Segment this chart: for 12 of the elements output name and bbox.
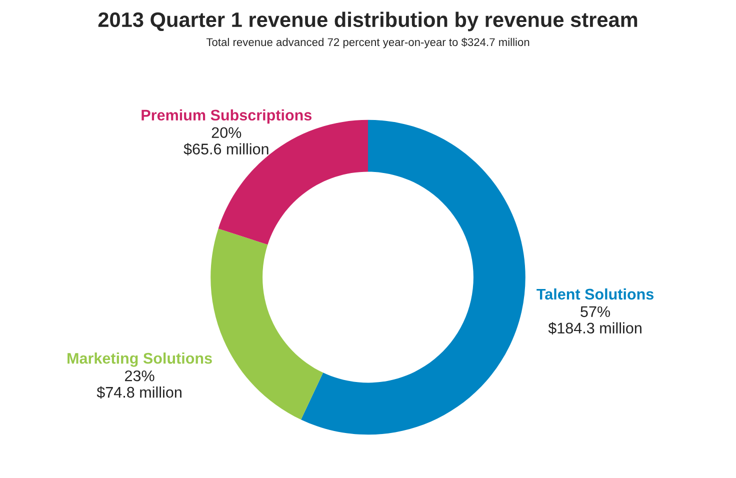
data-label: 23%	[125, 370, 154, 382]
chart-title: 2013 Quarter 1 revenue distribution by revenue stream	[98, 12, 638, 32]
slice-label: Premium Subscriptions	[142, 109, 312, 124]
text: $65.6 million	[184, 143, 268, 156]
data-label: 57%	[580, 306, 610, 318]
data-label: 20%	[212, 127, 242, 138]
slice-label: Talent Solutions	[536, 288, 654, 300]
text: $74.8 million	[96, 386, 182, 399]
text: $184.3 million	[548, 322, 642, 334]
chart-subtitle: Total revenue advanced 72 percent year-on-year to $324.7 million	[206, 38, 530, 48]
slice-label: Marketing Solutions	[68, 352, 212, 367]
donut-slice	[210, 228, 324, 420]
